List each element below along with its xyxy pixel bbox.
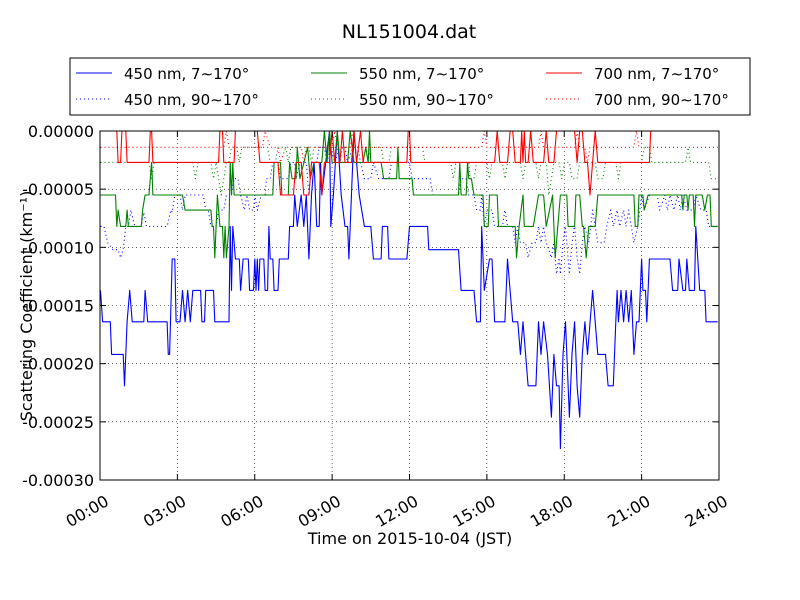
- legend-label-4: 700 nm, 7∼170°: [594, 65, 719, 83]
- y-tick-label: -0.00020: [22, 355, 94, 374]
- legend-label-1: 450 nm, 90∼170°: [124, 91, 259, 109]
- legend-label-3: 550 nm, 90∼170°: [359, 91, 494, 109]
- legend-box: [69, 57, 751, 116]
- y-tick-label: -0.00025: [22, 413, 94, 432]
- series-line-4: [116, 131, 652, 196]
- series-line-0: [100, 131, 718, 450]
- x-axis-label: Time on 2015-10-04 (JST): [307, 529, 512, 548]
- y-tick-label: -0.00015: [22, 297, 94, 316]
- y-tick-label: 0.00000: [28, 122, 94, 141]
- chart-title: NL151004.dat: [342, 21, 477, 43]
- legend-label-5: 700 nm, 90∼170°: [594, 91, 729, 109]
- legend-label-0: 450 nm, 7∼170°: [124, 65, 249, 83]
- legend-label-2: 550 nm, 7∼170°: [359, 65, 484, 83]
- y-tick-label: -0.00010: [22, 238, 94, 257]
- y-tick-label: -0.00030: [22, 471, 94, 490]
- legend: 450 nm, 7∼170° 550 nm, 7∼170° 700 nm, 7∼17…: [69, 57, 751, 116]
- series-line-2: [100, 131, 718, 259]
- y-tick-label: -0.00005: [22, 180, 94, 199]
- y-axis-label: Scattering Coefficient (km⁻¹): [17, 191, 36, 422]
